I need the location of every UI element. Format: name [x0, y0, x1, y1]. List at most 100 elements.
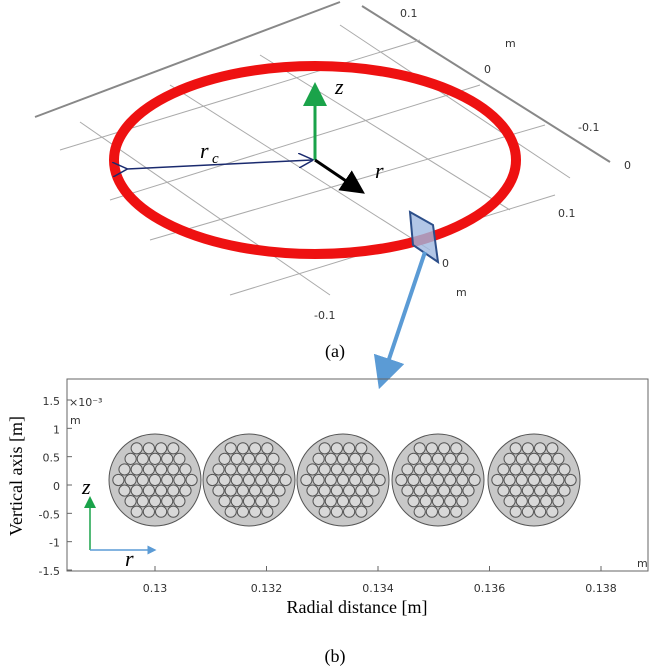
strand	[225, 443, 236, 454]
strand	[498, 464, 509, 475]
x-axis-label: Radial distance [m]	[287, 597, 428, 617]
r-arrow	[315, 160, 355, 187]
strand	[535, 485, 546, 496]
strand	[350, 453, 361, 464]
strand	[504, 474, 515, 485]
strand	[219, 496, 230, 507]
y-exponent: ×10⁻³	[69, 396, 102, 409]
strand	[510, 485, 521, 496]
strand	[125, 453, 136, 464]
x-tick-label: 0.13	[143, 582, 168, 595]
strand	[168, 506, 179, 517]
strand	[168, 464, 179, 475]
strand	[457, 496, 468, 507]
strand	[504, 453, 515, 464]
strand	[432, 474, 443, 485]
strand	[516, 453, 527, 464]
strand	[457, 474, 468, 485]
strand	[156, 464, 167, 475]
strand	[243, 474, 254, 485]
strand	[451, 464, 462, 475]
strand	[186, 474, 197, 485]
strand	[262, 485, 273, 496]
r-label-b: r	[125, 546, 134, 571]
x-tick-label: 0.134	[362, 582, 394, 595]
strand	[213, 464, 224, 475]
x-tick-label: 0.132	[251, 582, 283, 595]
strand	[463, 464, 474, 475]
strand	[457, 453, 468, 464]
strand	[237, 506, 248, 517]
strand	[143, 506, 154, 517]
strand	[522, 506, 533, 517]
strand	[541, 474, 552, 485]
strand	[262, 443, 273, 454]
strand	[319, 464, 330, 475]
strand	[331, 506, 342, 517]
strand	[541, 496, 552, 507]
strand	[510, 506, 521, 517]
strand	[350, 474, 361, 485]
strand	[356, 464, 367, 475]
y-tick-label: -1.5	[39, 565, 60, 578]
strand	[250, 506, 261, 517]
strand	[243, 453, 254, 464]
strand	[274, 464, 285, 475]
strand	[319, 506, 330, 517]
strand	[319, 485, 330, 496]
strand	[408, 474, 419, 485]
axis-tick-label: -0.1	[314, 309, 335, 322]
strand	[535, 443, 546, 454]
strand	[149, 453, 160, 464]
strand	[156, 485, 167, 496]
strand	[325, 474, 336, 485]
strand	[225, 506, 236, 517]
strand	[137, 496, 148, 507]
strand	[559, 485, 570, 496]
strand	[131, 485, 142, 496]
strand	[414, 443, 425, 454]
strand	[439, 485, 450, 496]
strand	[237, 464, 248, 475]
y-tick-label: -0.5	[39, 508, 60, 521]
strand	[368, 464, 379, 475]
strand	[168, 443, 179, 454]
strand	[469, 474, 480, 485]
strand	[250, 485, 261, 496]
strand	[143, 443, 154, 454]
strand	[559, 464, 570, 475]
strand	[262, 506, 273, 517]
strand	[408, 453, 419, 464]
z-label: z	[334, 74, 344, 99]
strand	[463, 485, 474, 496]
strand	[516, 474, 527, 485]
strand	[313, 496, 324, 507]
strand	[180, 464, 191, 475]
strand	[280, 474, 291, 485]
strand	[510, 443, 521, 454]
strand	[362, 496, 373, 507]
rc-subscript: c	[212, 151, 219, 167]
strand	[113, 474, 124, 485]
strand	[439, 443, 450, 454]
strand	[362, 453, 373, 464]
strand	[219, 453, 230, 464]
strand	[319, 443, 330, 454]
x-tick-label: 0.136	[474, 582, 506, 595]
strand	[432, 453, 443, 464]
strand	[547, 485, 558, 496]
strand	[350, 496, 361, 507]
strand	[510, 464, 521, 475]
strand	[535, 506, 546, 517]
strand	[362, 474, 373, 485]
strand	[420, 496, 431, 507]
strand	[168, 485, 179, 496]
r-label: r	[375, 158, 384, 183]
strand	[414, 464, 425, 475]
strand	[547, 506, 558, 517]
strand	[522, 464, 533, 475]
strand	[368, 485, 379, 496]
axis-tick-label: 0	[624, 159, 631, 172]
y-tick-label: 0	[53, 480, 60, 493]
strand	[219, 474, 230, 485]
